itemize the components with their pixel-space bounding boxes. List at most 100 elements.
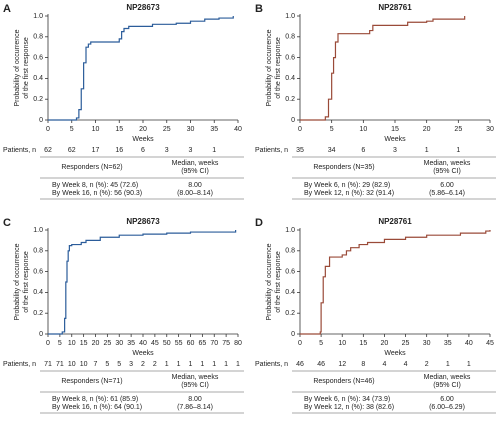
x-tick-label: 65 xyxy=(198,340,206,347)
x-tick-label: 10 xyxy=(92,126,100,133)
x-tick-label: 40 xyxy=(139,340,147,347)
x-axis-label: Weeks xyxy=(132,350,154,357)
y-tick-label: 1.0 xyxy=(33,13,43,20)
x-tick-label: 25 xyxy=(402,340,410,347)
table-row: By Week 6, n (%): 34 (73.9) xyxy=(304,396,390,403)
at-risk-count: 4 xyxy=(404,361,408,368)
y-tick-label: 1.0 xyxy=(33,227,43,234)
at-risk-label: Patients, n xyxy=(255,361,288,368)
y-tick-label: 1.0 xyxy=(285,227,295,234)
x-tick-label: 75 xyxy=(222,340,230,347)
y-tick-label: 0.8 xyxy=(285,34,295,41)
y-tick-label: 0 xyxy=(39,331,43,338)
at-risk-count: 2 xyxy=(153,361,157,368)
table-row: By Week 12, n (%): 32 (91.4) xyxy=(304,190,394,197)
at-risk-count: 71 xyxy=(44,361,52,368)
at-risk-count: 3 xyxy=(165,147,169,154)
y-axis-label: Probability of occurrence xyxy=(14,243,21,320)
x-tick-label: 0 xyxy=(298,340,302,347)
table-ci: (8.00–8.14) xyxy=(177,190,213,197)
y-tick-label: 0.6 xyxy=(33,54,43,61)
at-risk-count: 3 xyxy=(129,361,133,368)
x-tick-label: 25 xyxy=(454,126,462,133)
x-tick-label: 45 xyxy=(486,340,494,347)
at-risk-count: 1 xyxy=(425,147,429,154)
table-header: (95% CI) xyxy=(181,168,209,175)
y-tick-label: 0.4 xyxy=(33,289,43,296)
x-tick-label: 5 xyxy=(70,126,74,133)
table-median: 8.00 xyxy=(188,182,202,189)
x-tick-label: 20 xyxy=(381,340,389,347)
x-tick-label: 35 xyxy=(444,340,452,347)
at-risk-label: Patients, n xyxy=(3,361,36,368)
x-tick-label: 0 xyxy=(46,126,50,133)
y-tick-label: 0.4 xyxy=(285,289,295,296)
y-tick-label: 0 xyxy=(291,331,295,338)
at-risk-count: 7 xyxy=(94,361,98,368)
table-ci: (5.86–6.14) xyxy=(429,190,465,197)
table-header: (95% CI) xyxy=(433,168,461,175)
at-risk-count: 5 xyxy=(105,361,109,368)
at-risk-count: 2 xyxy=(425,361,429,368)
y-tick-label: 0.2 xyxy=(285,96,295,103)
step-curve xyxy=(48,16,234,121)
y-tick-label: 0.4 xyxy=(33,75,43,82)
at-risk-count: 46 xyxy=(317,361,325,368)
at-risk-count: 10 xyxy=(68,361,76,368)
y-tick-label: 0.6 xyxy=(285,54,295,61)
table-header: (95% CI) xyxy=(181,382,209,389)
x-tick-label: 15 xyxy=(391,126,399,133)
at-risk-count: 62 xyxy=(44,147,52,154)
table-ci: (6.00–6.29) xyxy=(429,404,465,411)
y-tick-label: 0.4 xyxy=(285,75,295,82)
at-risk-count: 1 xyxy=(200,361,204,368)
table-header: Median, weeks xyxy=(424,160,471,167)
at-risk-count: 5 xyxy=(117,361,121,368)
x-tick-label: 40 xyxy=(465,340,473,347)
table-row: By Week 16, n (%): 64 (90.1) xyxy=(52,404,142,411)
at-risk-count: 3 xyxy=(189,147,193,154)
at-risk-count: 4 xyxy=(382,361,386,368)
step-curve xyxy=(48,230,237,335)
at-risk-count: 6 xyxy=(361,147,365,154)
at-risk-count: 10 xyxy=(80,361,88,368)
at-risk-count: 34 xyxy=(328,147,336,154)
y-axis-label: of the first response xyxy=(23,251,30,313)
y-tick-label: 0.8 xyxy=(33,248,43,255)
table-header: Responders (N=71) xyxy=(61,378,122,385)
panel: B NP28761 Probability of occurrence of the … xyxy=(255,3,496,200)
x-axis-label: Weeks xyxy=(132,136,154,143)
x-tick-label: 35 xyxy=(210,126,218,133)
y-axis-label: of the first response xyxy=(275,37,282,99)
at-risk-count: 1 xyxy=(212,361,216,368)
x-tick-label: 15 xyxy=(359,340,367,347)
x-tick-label: 10 xyxy=(359,126,367,133)
at-risk-count: 35 xyxy=(296,147,304,154)
panel-label: C xyxy=(3,217,11,229)
x-tick-label: 20 xyxy=(92,340,100,347)
chart-title: NP28761 xyxy=(378,217,412,226)
at-risk-label: Patients, n xyxy=(255,147,288,154)
table-median: 6.00 xyxy=(440,182,454,189)
x-tick-label: 60 xyxy=(187,340,195,347)
y-axis-label: of the first response xyxy=(23,37,30,99)
y-tick-label: 0 xyxy=(291,117,295,124)
panel-label: D xyxy=(255,217,263,229)
x-tick-label: 55 xyxy=(175,340,183,347)
x-axis-label: Weeks xyxy=(384,136,406,143)
x-tick-label: 30 xyxy=(423,340,431,347)
x-tick-label: 80 xyxy=(234,340,242,347)
at-risk-count: 16 xyxy=(115,147,123,154)
y-tick-label: 0.2 xyxy=(285,310,295,317)
table-median: 8.00 xyxy=(188,396,202,403)
at-risk-count: 1 xyxy=(446,361,450,368)
chart-title: NP28761 xyxy=(378,3,412,12)
at-risk-count: 62 xyxy=(68,147,76,154)
table-row: By Week 8, n (%): 61 (85.9) xyxy=(52,396,138,403)
x-tick-label: 5 xyxy=(319,340,323,347)
at-risk-label: Patients, n xyxy=(3,147,36,154)
panel: D NP28761 Probability of occurrence of the … xyxy=(255,217,496,414)
x-tick-label: 70 xyxy=(210,340,218,347)
table-header: Responders (N=46) xyxy=(313,378,374,385)
table-header: Median, weeks xyxy=(172,374,219,381)
